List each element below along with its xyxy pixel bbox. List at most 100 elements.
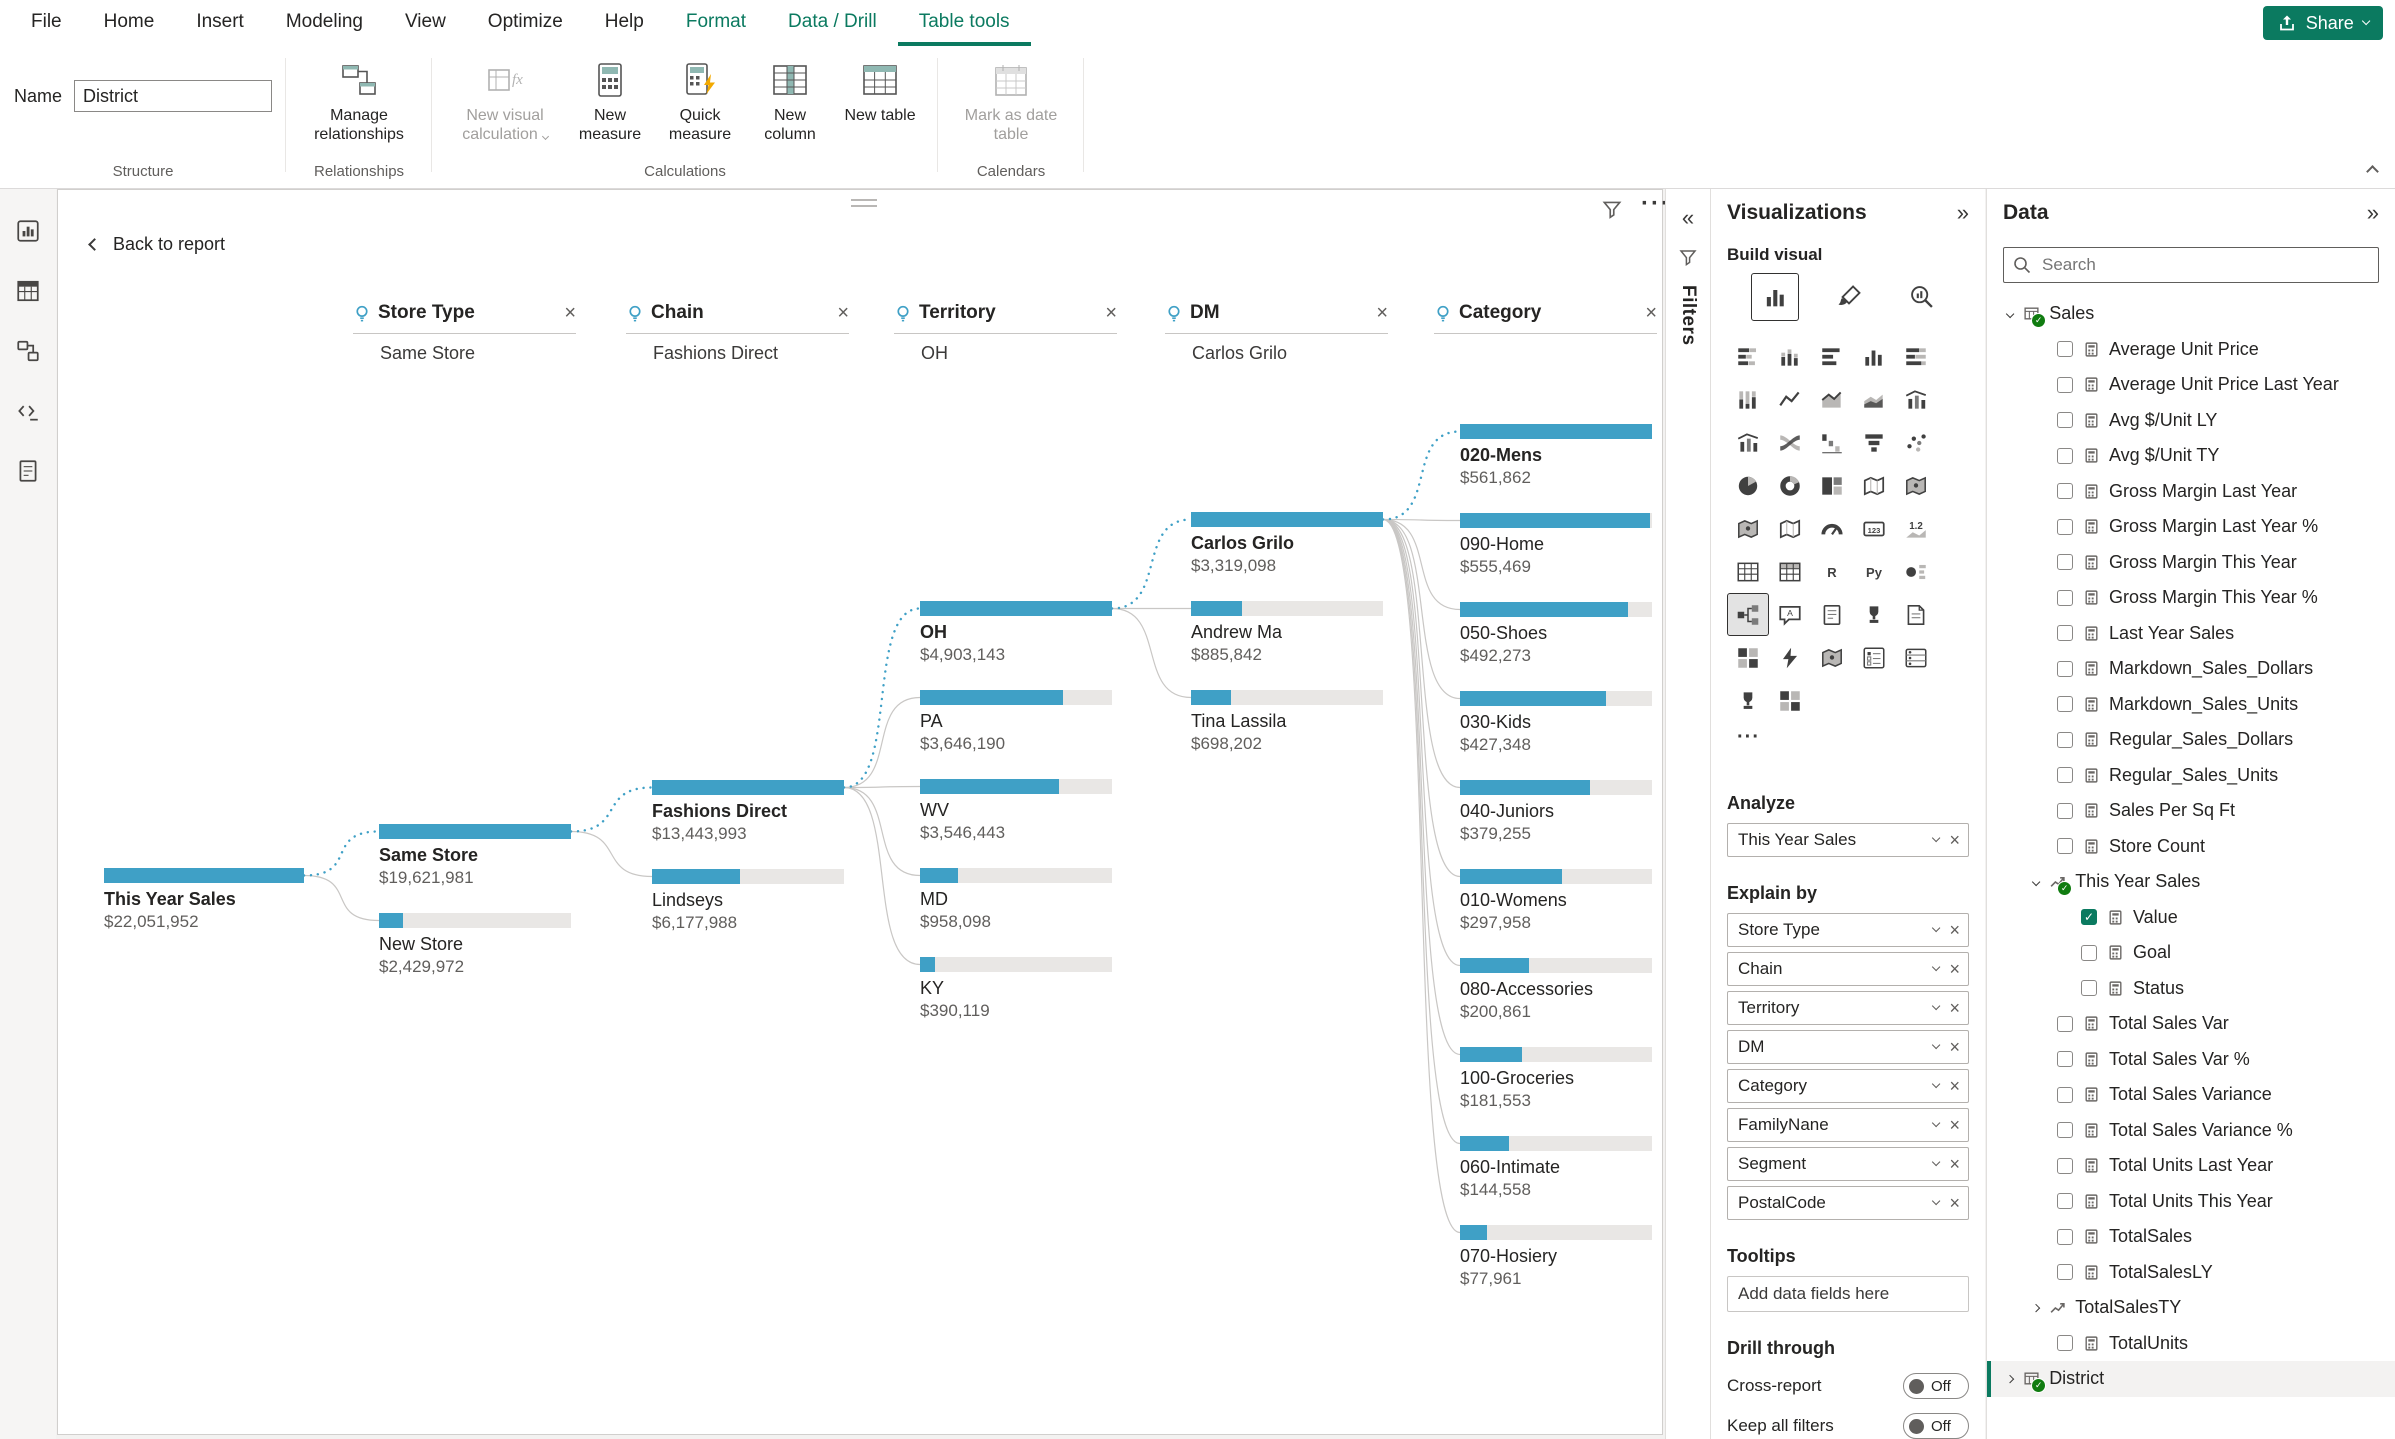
search-input[interactable] [2040, 254, 2370, 276]
visual-type-line-and-stacked-column-chart[interactable] [1895, 378, 1937, 421]
explain-by-field-pill[interactable]: Territory × [1727, 991, 1969, 1025]
data-table-sales[interactable]: ✓ Sales [1987, 296, 2395, 332]
visual-type-clustered-bar-chart[interactable] [1811, 335, 1853, 378]
tree-node[interactable]: Andrew Ma $885,842 [1191, 601, 1383, 665]
data-field-totalunits[interactable]: TotalUnits [1987, 1326, 2395, 1362]
remove-level-button[interactable]: × [1105, 302, 1117, 324]
tree-node[interactable]: WV $3,546,443 [920, 779, 1112, 843]
keep-all-filters-toggle[interactable]: Off [1903, 1413, 1969, 1439]
menu-item-optimize[interactable]: Optimize [487, 11, 563, 32]
remove-field-button[interactable]: × [1949, 997, 1960, 1018]
explain-by-field-pill[interactable]: FamilyNane × [1727, 1108, 1969, 1142]
field-checkbox[interactable] [2081, 944, 2097, 961]
data-field-avg-unit-ty[interactable]: Avg $/Unit TY [1987, 438, 2395, 474]
collapse-ribbon-icon[interactable] [2366, 165, 2379, 178]
data-field-totalsales[interactable]: TotalSales [1987, 1219, 2395, 1255]
field-checkbox[interactable] [2057, 483, 2073, 500]
remove-level-button[interactable]: × [1376, 302, 1388, 324]
expand-filters-icon[interactable]: « [1681, 205, 1695, 230]
visual-type-pie-chart[interactable] [1727, 464, 1769, 507]
visual-type-treemap[interactable] [1811, 464, 1853, 507]
data-field-total-sales-var-[interactable]: Total Sales Var % [1987, 1042, 2395, 1078]
visual-type-donut-chart[interactable] [1769, 464, 1811, 507]
visual-type-q-and-a[interactable]: A [1769, 593, 1811, 636]
visual-drag-handle[interactable] [851, 199, 877, 207]
field-checkbox[interactable] [2057, 731, 2073, 748]
field-checkbox[interactable] [2057, 1264, 2073, 1281]
tmdl-view-button[interactable] [0, 441, 56, 501]
explain-by-field-pill[interactable]: Category × [1727, 1069, 1969, 1103]
visual-type-stacked-column-chart[interactable] [1769, 335, 1811, 378]
visual-type-line-and-clustered-column-chart[interactable] [1727, 421, 1769, 464]
data-field-status[interactable]: Status [1987, 971, 2395, 1007]
field-checkbox[interactable] [2057, 696, 2073, 713]
menu-item-help[interactable]: Help [604, 11, 644, 32]
tab-format-visual[interactable] [1826, 274, 1872, 320]
field-checkbox[interactable] [2057, 589, 2073, 606]
visual-type-filled-map[interactable] [1895, 464, 1937, 507]
chevron-down-icon[interactable] [2005, 309, 2015, 319]
remove-field-button[interactable]: × [1949, 1153, 1960, 1174]
data-field-total-units-last-year[interactable]: Total Units Last Year [1987, 1148, 2395, 1184]
new-table-button[interactable]: New table [836, 50, 924, 126]
remove-field-button[interactable]: × [1949, 1036, 1960, 1057]
tree-node[interactable]: OH $4,903,143 [920, 601, 1112, 665]
data-field-gross-margin-this-year[interactable]: Gross Margin This Year [1987, 545, 2395, 581]
model-view-button[interactable] [0, 321, 56, 381]
visual-type-stacked-area-chart[interactable] [1853, 378, 1895, 421]
explain-by-field-pill[interactable]: Segment × [1727, 1147, 1969, 1181]
field-checkbox[interactable] [2057, 1193, 2073, 1210]
explain-by-field-pill[interactable]: Store Type × [1727, 913, 1969, 947]
field-checkbox[interactable] [2057, 838, 2073, 855]
remove-field-button[interactable]: × [1949, 1075, 1960, 1096]
explain-by-field-pill[interactable]: DM × [1727, 1030, 1969, 1064]
visual-type-r-script-visual[interactable]: R [1811, 550, 1853, 593]
data-field-value[interactable]: ✓ Value [1987, 900, 2395, 936]
visual-type-metrics[interactable] [1853, 593, 1895, 636]
data-field-avg-unit-ly[interactable]: Avg $/Unit LY [1987, 403, 2395, 439]
tree-node[interactable]: Carlos Grilo $3,319,098 [1191, 512, 1383, 576]
visual-type-python-visual[interactable]: Py [1853, 550, 1895, 593]
data-field-totalsalesty[interactable]: TotalSalesTY [1987, 1290, 2395, 1326]
visual-more-options-button[interactable]: ··· [1641, 190, 1671, 217]
new-column-button[interactable]: New column [746, 50, 834, 145]
tree-node[interactable]: Fashions Direct $13,443,993 [652, 780, 844, 844]
visual-type-area-chart[interactable] [1811, 378, 1853, 421]
field-checkbox[interactable]: ✓ [2081, 909, 2097, 926]
field-checkbox[interactable] [2057, 802, 2073, 819]
data-table-district[interactable]: ✓ District [1987, 1361, 2395, 1397]
visual-type-power-apps-visual[interactable] [1727, 636, 1769, 679]
field-checkbox[interactable] [2057, 625, 2073, 642]
visual-type-stacked-bar-chart[interactable] [1727, 335, 1769, 378]
remove-field-button[interactable]: × [1949, 1114, 1960, 1135]
field-checkbox[interactable] [2057, 518, 2073, 535]
visual-type-arcgis-map[interactable] [1811, 636, 1853, 679]
visual-type-gauge[interactable] [1811, 507, 1853, 550]
menu-item-file[interactable]: File [31, 11, 62, 32]
tree-node[interactable]: 010-Womens $297,958 [1460, 869, 1652, 933]
visual-type-power-automate-visual[interactable] [1769, 636, 1811, 679]
share-button[interactable]: Share [2262, 6, 2383, 40]
visual-type-kpi[interactable]: 1.2 [1895, 507, 1937, 550]
field-checkbox[interactable] [2057, 767, 2073, 784]
remove-field-button[interactable]: × [1949, 1192, 1960, 1213]
data-field-gross-margin-last-year-[interactable]: Gross Margin Last Year % [1987, 509, 2395, 545]
visual-type-multi-row-card[interactable] [1895, 636, 1937, 679]
menu-item-home[interactable]: Home [103, 11, 155, 32]
visual-type-funnel-chart[interactable] [1853, 421, 1895, 464]
data-field-total-sales-variance-[interactable]: Total Sales Variance % [1987, 1113, 2395, 1149]
visual-type-paginated-report[interactable] [1895, 593, 1937, 636]
visual-type-ribbon-chart[interactable] [1769, 421, 1811, 464]
field-checkbox[interactable] [2057, 1051, 2073, 1068]
explain-by-field-pill[interactable]: Chain × [1727, 952, 1969, 986]
data-field-sales-per-sq-ft[interactable]: Sales Per Sq Ft [1987, 793, 2395, 829]
tab-build-visual[interactable] [1751, 273, 1799, 321]
data-field-total-sales-var[interactable]: Total Sales Var [1987, 1006, 2395, 1042]
tree-node[interactable]: KY $390,119 [920, 957, 1112, 1021]
menu-item-table-tools[interactable]: Table tools [898, 0, 1031, 46]
field-checkbox[interactable] [2057, 1122, 2073, 1139]
visual-type-custom-visual[interactable] [1769, 679, 1811, 722]
tab-analytics[interactable] [1899, 274, 1945, 320]
field-checkbox[interactable] [2057, 341, 2073, 358]
tooltips-drop-area[interactable]: Add data fields here [1727, 1276, 1969, 1312]
